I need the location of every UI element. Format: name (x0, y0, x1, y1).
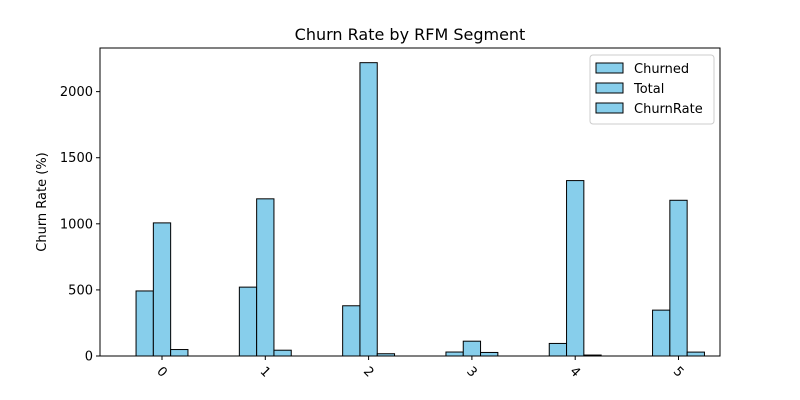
x-tick-label: 2 (360, 364, 376, 380)
bar-total-2 (359, 62, 378, 357)
x-tick-label: 5 (670, 364, 686, 380)
bar-churnrate-0 (170, 349, 189, 357)
y-tick-label: 0 (85, 350, 93, 365)
x-tick-label: 1 (257, 364, 273, 380)
y-axis: 0 500 1000 1500 2000 (60, 85, 100, 365)
bar-churned-4 (548, 342, 568, 357)
legend-label-churned: Churned (634, 62, 689, 77)
legend-swatch-churnrate (595, 102, 624, 114)
bar-total-1 (256, 198, 275, 357)
bar-total-0 (152, 222, 172, 357)
bar-churned-5 (652, 309, 671, 357)
legend-swatch-churned (595, 62, 624, 74)
x-tick-label: 3 (463, 364, 479, 380)
x-tick-label: 4 (567, 364, 583, 380)
bar-churnrate-1 (273, 349, 292, 357)
chart-title: Churn Rate by RFM Segment (295, 25, 526, 44)
y-tick-label: 500 (68, 283, 93, 298)
y-tick-label: 1000 (60, 217, 93, 232)
y-tick-label: 1500 (60, 151, 93, 166)
legend: Churned Total ChurnRate (589, 54, 715, 125)
bar-churnrate-5 (686, 351, 705, 357)
legend-label-churnrate: ChurnRate (634, 102, 703, 117)
x-tick-label: 0 (153, 364, 169, 380)
legend-swatch-total (595, 82, 624, 94)
bar-churned-0 (135, 290, 154, 357)
bar-total-3 (462, 340, 482, 357)
y-axis-label: Churn Rate (%) (35, 152, 50, 251)
x-axis: 0 1 2 3 4 5 (153, 356, 686, 381)
plot-frame (99, 47, 721, 357)
bar-churned-2 (342, 305, 361, 357)
bar-total-4 (566, 180, 585, 357)
y-tick-label: 2000 (60, 85, 93, 100)
bar-churnrate-3 (480, 351, 499, 357)
bar-total-5 (669, 199, 688, 357)
legend-label-total: Total (633, 82, 664, 97)
bar-churned-1 (238, 286, 258, 357)
bar-churned-3 (445, 351, 464, 357)
